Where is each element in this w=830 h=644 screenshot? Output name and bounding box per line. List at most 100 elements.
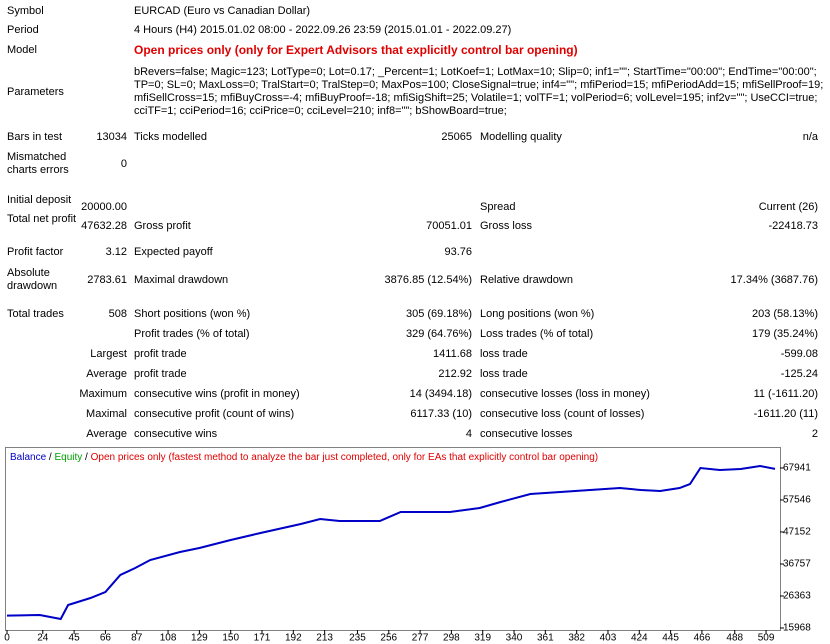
x-tick-label: 445 xyxy=(662,633,679,644)
x-tick-label: 298 xyxy=(443,633,460,644)
stat-label: Expected payoff xyxy=(134,246,213,258)
x-tick-label: 171 xyxy=(254,633,271,644)
x-tick-label: 235 xyxy=(349,633,366,644)
stat-value: 25065 xyxy=(441,131,472,143)
row-value: EURCAD (Euro vs Canadian Dollar) xyxy=(134,5,311,17)
y-tick-label: 15968 xyxy=(783,623,811,634)
stat-value: 1411.68 xyxy=(433,348,472,360)
series-line xyxy=(6,464,776,621)
y-tick-label: 26363 xyxy=(783,591,811,602)
x-tick-label: 277 xyxy=(412,633,429,644)
x-tick-label: 361 xyxy=(537,633,554,644)
stat-value: -1611.20 (11) xyxy=(753,408,818,420)
y-tick-label: 57546 xyxy=(783,495,811,506)
stat-label: Modelling quality xyxy=(480,131,562,143)
stat-value: 179 (35.24%) xyxy=(751,328,818,340)
stat-value: Current (26) xyxy=(758,201,818,213)
chart: 15968 26363 36757 47152 57546 67941 0 24 45 66 87 1… xyxy=(4,447,811,644)
stat-value: 93.76 xyxy=(444,246,472,258)
legend: Balance / Equity / Open prices only (fas… xyxy=(10,452,598,463)
stat-value: 212.92 xyxy=(438,368,472,380)
stat-label: profit trade xyxy=(134,348,187,360)
stat-value: 6117.33 (10) xyxy=(410,408,472,420)
x-tick-label: 66 xyxy=(100,633,112,644)
x-tick-label: 509 xyxy=(758,633,775,644)
stat-value: 13034 xyxy=(96,131,127,143)
stat-label: Maximal drawdown xyxy=(134,274,229,286)
stat-value: Average xyxy=(86,368,127,380)
stat-value: -599.08 xyxy=(780,348,818,360)
legend-entry: / xyxy=(82,452,90,463)
x-tick-label: 256 xyxy=(380,633,397,644)
x-tick-label: 108 xyxy=(160,633,177,644)
x-tick-label: 488 xyxy=(726,633,743,644)
row-value: 4 Hours (H4) 2015.01.02 08:00 - 2022.09.… xyxy=(134,24,512,36)
stat-value: -125.24 xyxy=(780,368,818,380)
plot-frame xyxy=(5,447,781,631)
stat-label: consecutive loss (count of losses) xyxy=(480,408,645,420)
stat-value: 11 (-1611.20) xyxy=(753,388,818,400)
stat-label: consecutive losses (loss in money) xyxy=(480,388,650,400)
x-tick-label: 24 xyxy=(37,633,49,644)
parameter-line: bRevers=false; Magic=123; LotType=0; Lot… xyxy=(134,66,817,78)
x-tick-label: 45 xyxy=(69,633,81,644)
stat-label: Mismatched charts errors xyxy=(7,151,69,176)
stat-value: 4 xyxy=(465,428,472,440)
parameter-line: TP=0; SL=0; MaxLoss=0; TralStart=0; Tral… xyxy=(134,79,824,91)
y-tick-label: 67941 xyxy=(783,463,811,474)
stat-label: consecutive profit (count of wins) xyxy=(134,408,295,420)
stat-value: 305 (69.18%) xyxy=(405,308,472,320)
x-tick-label: 466 xyxy=(694,633,711,644)
stat-value: 47632.28 xyxy=(81,220,127,232)
stat-label: Gross profit xyxy=(134,220,191,232)
stat-value: 203 (58.13%) xyxy=(751,308,818,320)
x-tick-label: 87 xyxy=(131,633,143,644)
y-tick-label: 36757 xyxy=(783,559,811,570)
stat-value: 14 (3494.18) xyxy=(409,388,472,400)
stat-label: Loss trades (% of total) xyxy=(480,328,594,340)
stat-label: Bars in test xyxy=(7,131,63,143)
stat-value: Maximum xyxy=(79,388,127,400)
row-label: Model xyxy=(7,44,37,56)
parameter-line: mfiSellCross=15; mfiBuyCross=-4; mfiBuyP… xyxy=(134,92,818,104)
x-tick-label: 192 xyxy=(285,633,302,644)
stat-value: 0 xyxy=(120,158,127,170)
stat-label: Initial deposit xyxy=(7,194,72,206)
stat-label: Ticks modelled xyxy=(134,131,207,143)
stat-label: Gross loss xyxy=(480,220,532,232)
legend-entry: Equity xyxy=(54,452,82,463)
stat-label: Absolute drawdown xyxy=(7,267,58,292)
row-label: Parameters xyxy=(7,86,64,98)
stat-label: Total trades xyxy=(7,308,64,320)
stat-label: Short positions (won %) xyxy=(134,308,251,320)
stat-value: 70051.01 xyxy=(426,220,472,232)
stat-value: 3876.85 (12.54%) xyxy=(384,274,472,286)
stat-label: consecutive wins (profit in money) xyxy=(134,388,300,400)
stat-label: Total net profit xyxy=(7,213,77,225)
x-tick-label: 319 xyxy=(474,633,491,644)
stat-label: Long positions (won %) xyxy=(480,308,595,320)
stat-label: consecutive losses xyxy=(480,428,573,440)
stat-value: 508 xyxy=(108,308,127,320)
legend-entry: Balance xyxy=(10,452,47,463)
stat-value: 2 xyxy=(811,428,818,440)
legend-entry: Open prices only (fastest method to anal… xyxy=(91,452,599,463)
stat-label: Spread xyxy=(480,201,516,213)
stat-value: n/a xyxy=(802,131,818,143)
stat-value: 2783.61 xyxy=(87,274,127,286)
y-tick-label: 47152 xyxy=(783,527,811,538)
legend-entry: / xyxy=(46,452,54,463)
report: Symbol EURCAD (Euro vs Canadian Dollar) Pe… xyxy=(7,5,824,440)
stat-label: profit trade xyxy=(134,368,187,380)
stat-value: -22418.73 xyxy=(768,220,818,232)
stat-value: 3.12 xyxy=(105,246,127,258)
stat-value: 17.34% (3687.76) xyxy=(730,274,818,286)
x-tick-label: 129 xyxy=(191,633,208,644)
stat-value: 329 (64.76%) xyxy=(405,328,472,340)
row-label: Symbol xyxy=(7,5,44,17)
row-value: Open prices only (only for Expert Adviso… xyxy=(134,43,578,57)
x-tick-label: 150 xyxy=(222,633,239,644)
stat-label: loss trade xyxy=(480,348,528,360)
stat-value: 20000.00 xyxy=(81,201,127,213)
stat-value: Largest xyxy=(90,348,127,360)
